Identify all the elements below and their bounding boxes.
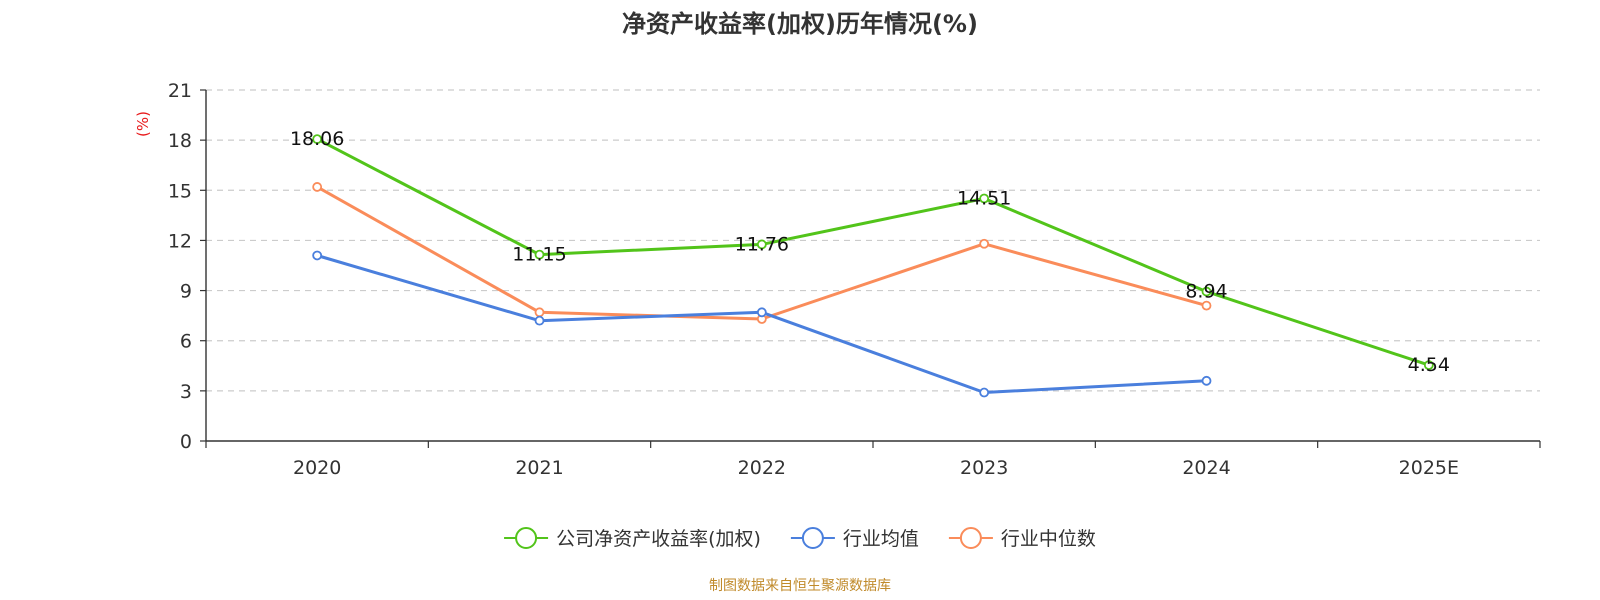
y-tick-label: 18	[168, 130, 192, 152]
data-label: 4.54	[1408, 354, 1450, 376]
data-point	[534, 249, 545, 260]
data-point	[979, 193, 990, 204]
data-label: 14.51	[957, 187, 1011, 209]
legend-label: 行业均值	[843, 528, 919, 550]
x-tick-label: 2023	[960, 457, 1008, 479]
legend-label: 行业中位数	[1001, 528, 1096, 550]
data-point	[312, 250, 323, 261]
source-note: 制图数据来自恒生聚源数据库	[709, 578, 891, 594]
y-tick-label: 21	[168, 80, 192, 102]
data-point	[1201, 286, 1212, 297]
x-tick-label: 2020	[293, 457, 341, 479]
y-tick-label: 9	[180, 281, 192, 303]
x-tick-label: 2022	[738, 457, 786, 479]
data-point	[1201, 375, 1212, 386]
data-label: 11.15	[512, 244, 566, 266]
data-point	[312, 182, 323, 192]
y-tick-label: 12	[168, 230, 192, 252]
legend-label: 公司净资产收益率(加权)	[556, 528, 761, 550]
data-point	[756, 307, 767, 318]
chart-title: 净资产收益率(加权)历年情况(%)	[622, 10, 978, 38]
series-line	[316, 254, 1207, 394]
data-point	[979, 238, 990, 249]
y-tick-label: 15	[168, 180, 192, 202]
data-label: 11.76	[735, 233, 789, 255]
x-tick-label: 2024	[1182, 457, 1230, 479]
data-point	[312, 134, 323, 145]
y-axis-label: (%)	[134, 111, 152, 137]
data-label: 18.06	[290, 128, 344, 150]
legend-marker-icon	[801, 527, 824, 549]
data-label: 8.94	[1185, 281, 1227, 303]
data-point	[534, 315, 545, 326]
data-point	[1423, 360, 1434, 371]
x-tick-label: 2021	[515, 457, 563, 479]
legend: 公司净资产收益率(加权) 行业均值 行业中位数	[504, 527, 1096, 550]
grid-lines	[206, 89, 1540, 392]
legend-marker-icon	[515, 527, 538, 549]
x-tick-label: 2025E	[1399, 457, 1459, 479]
data-point	[1201, 300, 1212, 311]
y-tick-label: 6	[180, 331, 192, 353]
y-tick-label: 3	[180, 381, 192, 403]
data-point	[979, 387, 990, 398]
legend-marker-icon	[959, 527, 982, 549]
axes: 0 3 6 9 12 15 18 21 2020 2021 2022 2023 2024 2025E	[168, 80, 1541, 479]
y-tick-label: 0	[180, 431, 192, 453]
data-point	[534, 307, 545, 318]
series-line	[316, 137, 1430, 367]
data-point	[756, 239, 767, 250]
series-group	[312, 134, 1434, 398]
data-labels: 18.06 11.15 11.76 14.51 8.94 4.54	[290, 128, 1450, 376]
